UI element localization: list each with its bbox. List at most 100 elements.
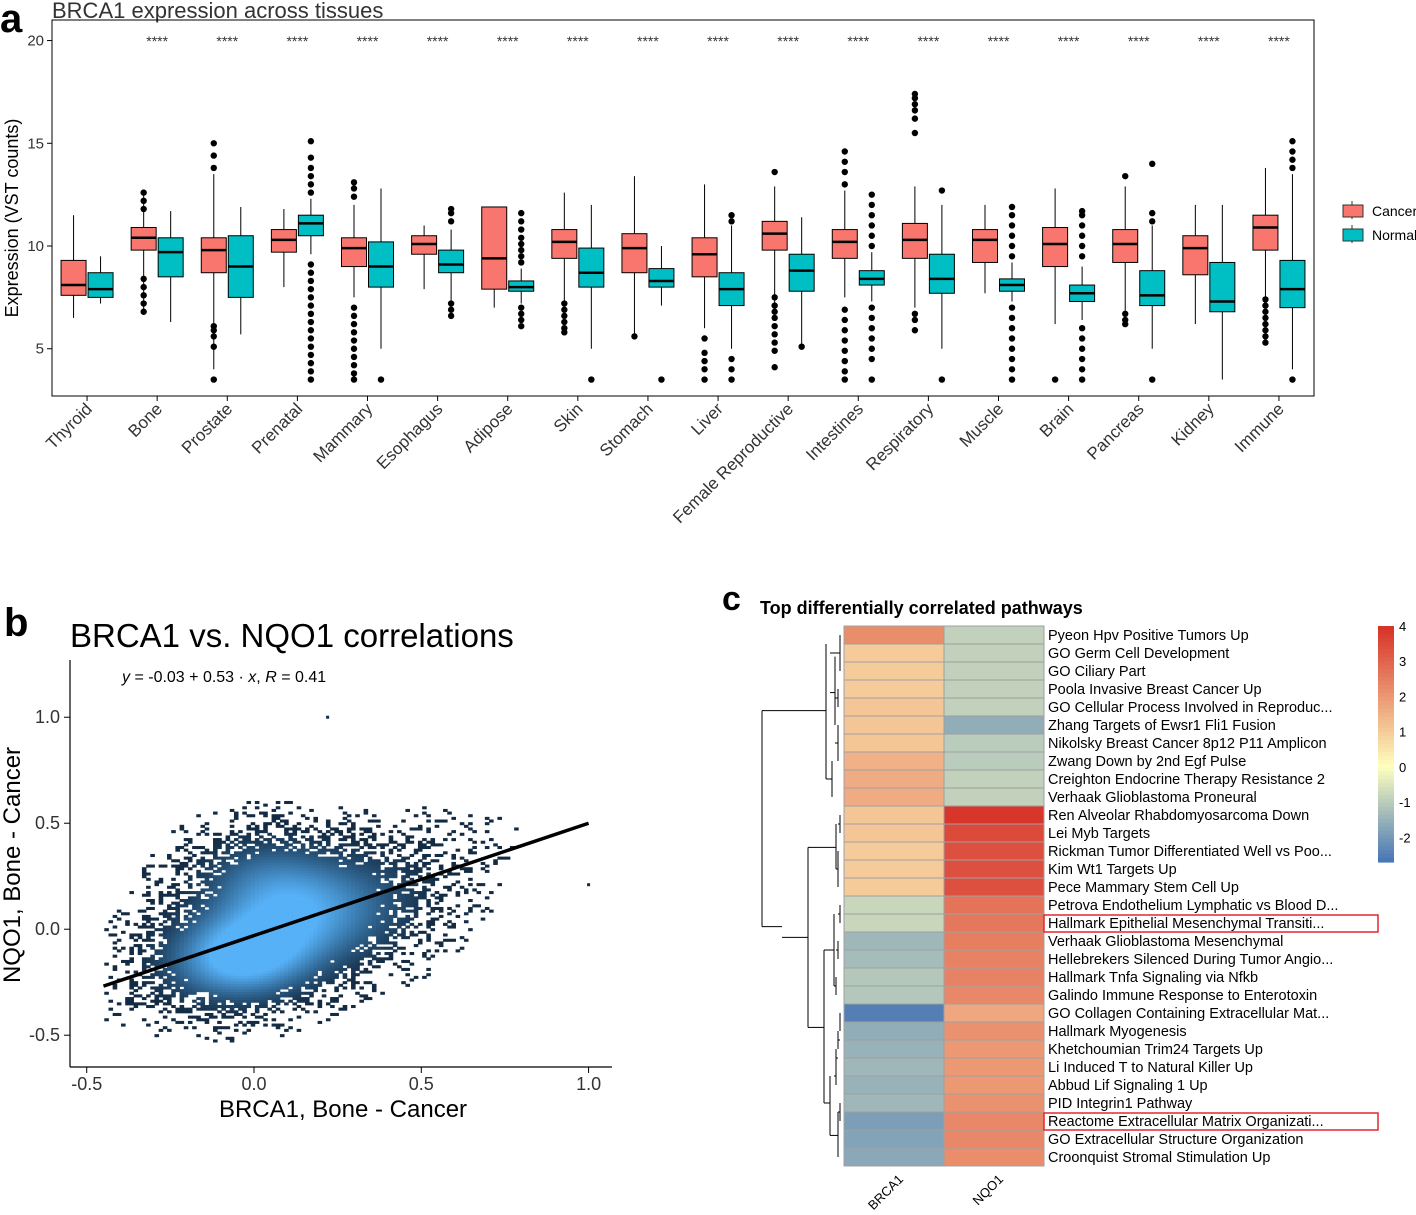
density-cell (158, 933, 164, 937)
density-cell (468, 906, 473, 911)
density-cell (108, 933, 114, 937)
box-cancer (1112, 229, 1139, 263)
density-cell (346, 880, 352, 884)
density-cell (200, 933, 206, 937)
density-cell (405, 875, 410, 879)
x-tick-label: Intestines (802, 399, 867, 464)
box-outlier-point (771, 331, 778, 338)
density-cell (250, 983, 256, 987)
density-cell (275, 920, 281, 924)
density-cell (238, 981, 243, 985)
density-cell (246, 949, 252, 953)
density-cell (175, 965, 180, 969)
density-cell (196, 925, 201, 929)
density-cell (254, 973, 260, 977)
density-cell (405, 901, 410, 905)
density-cell (225, 896, 231, 900)
density-cell (275, 983, 281, 987)
density-cell (267, 938, 272, 942)
density-cell (246, 944, 252, 948)
density-cell (229, 994, 235, 998)
density-cell (426, 880, 431, 884)
density-cell (171, 1004, 176, 1009)
density-cell (317, 872, 323, 876)
box-outlier-point (518, 253, 525, 260)
box-cancer (200, 237, 227, 274)
density-cell (259, 970, 264, 974)
density-cell (309, 959, 314, 964)
density-cell (275, 946, 281, 950)
density-cell (292, 930, 298, 934)
density-cell (417, 896, 423, 900)
density-cell (133, 983, 139, 987)
density-cell (305, 909, 310, 913)
density-cell (413, 914, 419, 918)
density-cell (179, 824, 185, 828)
density-cell (351, 827, 356, 831)
density-cell (246, 914, 252, 918)
density-cell (225, 914, 231, 918)
density-cell (221, 877, 226, 881)
density-cell (221, 1002, 226, 1006)
density-cell (296, 867, 302, 871)
density-cell (225, 975, 231, 979)
density-cell (359, 904, 364, 908)
density-cell (430, 880, 436, 884)
density-cell (334, 872, 339, 876)
density-cell (242, 973, 247, 977)
density-cell (292, 936, 298, 940)
density-cell (242, 840, 247, 844)
density-cell (229, 808, 235, 812)
density-cell (292, 899, 298, 903)
density-cell (300, 928, 306, 932)
density-cell (438, 906, 444, 911)
density-cell (346, 835, 352, 839)
colorbar-segment (1378, 838, 1394, 843)
density-cell (183, 944, 189, 948)
density-cell (305, 965, 310, 969)
density-cell (229, 853, 235, 858)
density-cell (242, 952, 247, 956)
density-cell (284, 867, 289, 871)
density-cell (313, 875, 318, 879)
density-cell (384, 917, 390, 921)
density-cell (238, 830, 243, 834)
density-cell (246, 994, 252, 998)
density-cell (279, 930, 285, 934)
density-cell (430, 928, 436, 932)
density-cell (288, 999, 293, 1003)
density-cell (355, 843, 360, 847)
density-cell (154, 1020, 160, 1024)
density-cell (342, 917, 348, 921)
density-cell (325, 954, 331, 958)
density-cell (116, 909, 122, 913)
density-cell (271, 981, 277, 985)
density-cell (233, 838, 239, 842)
density-cell (267, 883, 272, 887)
density-cell (267, 954, 272, 958)
density-cell (271, 851, 277, 855)
box-outlier-point (1149, 376, 1156, 383)
density-cell (330, 869, 335, 873)
density-cell (342, 967, 348, 971)
density-cell (225, 848, 231, 852)
density-cell (434, 891, 440, 895)
density-cell (384, 875, 390, 879)
density-cell (309, 912, 314, 916)
density-cell (325, 936, 331, 940)
box-cancer (60, 259, 87, 296)
density-cell (376, 819, 381, 823)
x-tick-label: Thyroid (42, 399, 96, 453)
density-cell (137, 994, 143, 998)
density-cell (242, 941, 247, 945)
density-cell (167, 941, 172, 945)
colorbar-segment (1378, 720, 1394, 725)
density-cell (112, 914, 118, 918)
density-cell (221, 965, 226, 969)
colorbar-segment (1378, 736, 1394, 741)
density-cell (334, 957, 339, 961)
density-cell (254, 824, 260, 828)
density-cell (246, 999, 252, 1003)
density-cell (455, 949, 461, 953)
density-cell (359, 938, 364, 942)
